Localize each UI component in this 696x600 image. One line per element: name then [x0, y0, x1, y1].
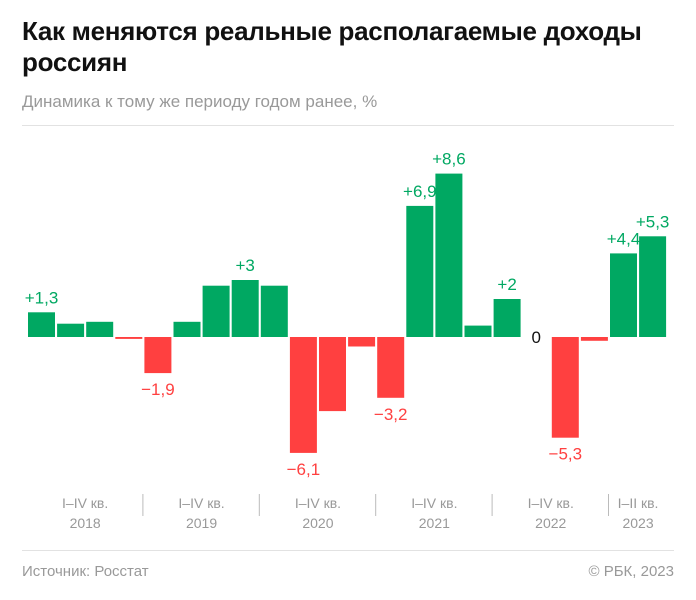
bar	[57, 323, 85, 337]
copyright: © РБК, 2023	[588, 563, 674, 580]
data-label: +1,3	[25, 288, 59, 307]
x-tick-label: I–IV кв.	[528, 495, 574, 511]
bar	[231, 280, 259, 337]
bar	[173, 321, 201, 337]
bar	[435, 173, 463, 337]
x-tick-label: I–II кв.	[618, 495, 659, 511]
bar	[289, 337, 317, 453]
chart-title: Как меняются реальные располагаемые дохо…	[22, 16, 642, 77]
data-label: 0	[531, 328, 540, 347]
bar	[377, 337, 405, 398]
data-label: +3	[236, 256, 255, 275]
bottom-divider	[22, 550, 674, 551]
data-label: −6,1	[287, 460, 321, 479]
bar	[202, 285, 230, 337]
bar	[580, 337, 608, 341]
data-label: −5,3	[549, 445, 583, 464]
bar	[260, 285, 288, 337]
bar	[28, 312, 55, 337]
bar	[144, 337, 172, 374]
bar	[86, 321, 114, 337]
bar	[493, 299, 521, 337]
data-label: +2	[497, 275, 516, 294]
data-label: +6,9	[403, 182, 437, 201]
bar	[115, 337, 143, 339]
top-divider	[22, 125, 674, 126]
x-tick-year: 2020	[302, 515, 333, 531]
bar	[406, 205, 434, 337]
data-label: +8,6	[432, 150, 466, 169]
bar	[348, 337, 376, 347]
data-label: −1,9	[141, 380, 175, 399]
bar	[464, 325, 492, 337]
x-tick-label: I–IV кв.	[295, 495, 341, 511]
x-tick-label: I–IV кв.	[178, 495, 224, 511]
bar	[551, 337, 579, 438]
x-tick-year: 2022	[535, 515, 566, 531]
x-tick-label: I–IV кв.	[411, 495, 457, 511]
bar	[639, 236, 667, 337]
x-tick-year: 2023	[622, 515, 653, 531]
x-tick-year: 2019	[186, 515, 217, 531]
bar	[610, 253, 637, 337]
data-label: +5,3	[636, 212, 670, 231]
bar	[319, 337, 346, 412]
data-label: −3,2	[374, 405, 408, 424]
data-label: +4,4	[607, 229, 641, 248]
x-tick-year: 2021	[419, 515, 450, 531]
x-tick-year: 2018	[70, 515, 101, 531]
x-tick-label: I–IV кв.	[62, 495, 108, 511]
source-note: Источник: Росстат	[22, 563, 149, 580]
chart-subtitle: Динамика к тому же периоду годом ранее, …	[22, 92, 378, 111]
